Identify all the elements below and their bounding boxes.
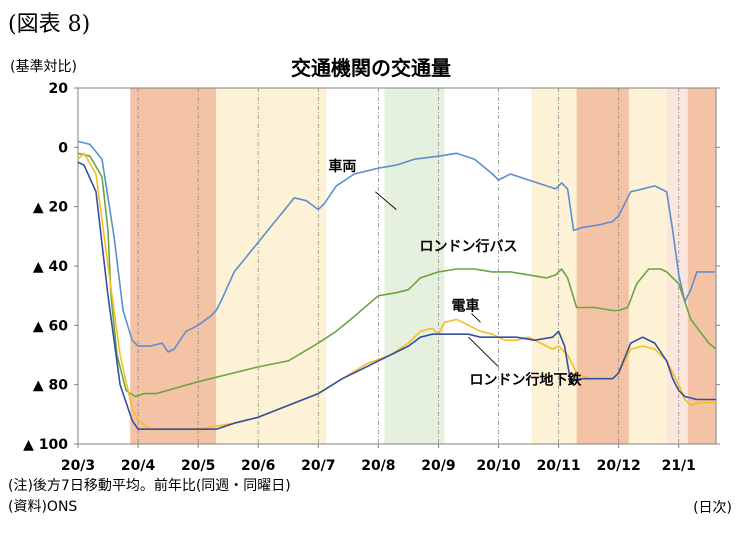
y-tick-label: 0 bbox=[58, 140, 68, 156]
x-tick-label: 20/7 bbox=[301, 458, 335, 474]
period-band-3 bbox=[531, 88, 577, 444]
notes: (注)後方7日移動平均。前年比(同週・同曜日) (資料)ONS bbox=[8, 476, 291, 518]
y-tick-label: ▲ 100 bbox=[23, 437, 68, 453]
y-tick-label: ▲ 20 bbox=[33, 200, 68, 216]
annotation-leader bbox=[375, 191, 397, 210]
figure-number: (図表 8) bbox=[8, 12, 91, 37]
source-line: (資料)ONS bbox=[8, 499, 78, 515]
annotation-leader bbox=[471, 313, 481, 323]
period-band-5 bbox=[628, 88, 667, 444]
period-band-2 bbox=[384, 88, 445, 444]
x-unit-label: (日次) bbox=[693, 500, 732, 516]
x-tick-label: 20/11 bbox=[537, 458, 581, 474]
x-tick-label: 20/5 bbox=[181, 458, 215, 474]
x-tick-label: 20/6 bbox=[241, 458, 275, 474]
period-bands bbox=[130, 88, 716, 444]
series-line-0 bbox=[77, 140, 715, 353]
series-annotation: 車両 bbox=[328, 158, 356, 175]
y-axis: 20 0 ▲ 20 ▲ 40 ▲ 60 ▲ 80 ▲ 100 bbox=[23, 81, 720, 453]
x-tick-label: 20/3 bbox=[61, 458, 95, 474]
y-tick-label: ▲ 80 bbox=[33, 378, 68, 394]
series-line-3 bbox=[77, 161, 716, 431]
month-gridlines bbox=[137, 88, 680, 444]
x-tick-label: 21/1 bbox=[662, 458, 696, 474]
note-line: (注)後方7日移動平均。前年比(同週・同曜日) bbox=[8, 478, 291, 494]
x-tick-label: 20/4 bbox=[121, 458, 156, 474]
series-annotation: ロンドン行地下鉄 bbox=[470, 372, 583, 389]
period-band-7 bbox=[687, 88, 716, 444]
x-tick-label: 20/10 bbox=[476, 458, 520, 474]
series-annotation: ロンドン行バス bbox=[419, 238, 517, 255]
x-tick-label: 20/12 bbox=[597, 458, 641, 474]
x-tick-label: 20/8 bbox=[361, 458, 395, 474]
x-tick-label: 20/9 bbox=[421, 458, 455, 474]
period-band-0 bbox=[130, 88, 217, 444]
series-line-1 bbox=[77, 152, 717, 398]
y-tick-label: 20 bbox=[49, 81, 69, 97]
period-band-4 bbox=[576, 88, 629, 444]
period-band-1 bbox=[216, 88, 327, 444]
y-unit-label: (基準対比) bbox=[10, 59, 77, 75]
x-axis: 20/3 20/4 20/5 20/6 20/7 20/8 20/9 20/10 20/11 20… bbox=[61, 444, 696, 474]
y-tick-label: ▲ 60 bbox=[33, 318, 68, 334]
y-tick-label: ▲ 40 bbox=[33, 259, 68, 275]
series-annotation: 電車 bbox=[451, 298, 479, 315]
annotation-leader bbox=[468, 336, 499, 368]
chart-title: 交通機関の交通量 bbox=[291, 56, 451, 80]
series-lines bbox=[77, 140, 717, 431]
